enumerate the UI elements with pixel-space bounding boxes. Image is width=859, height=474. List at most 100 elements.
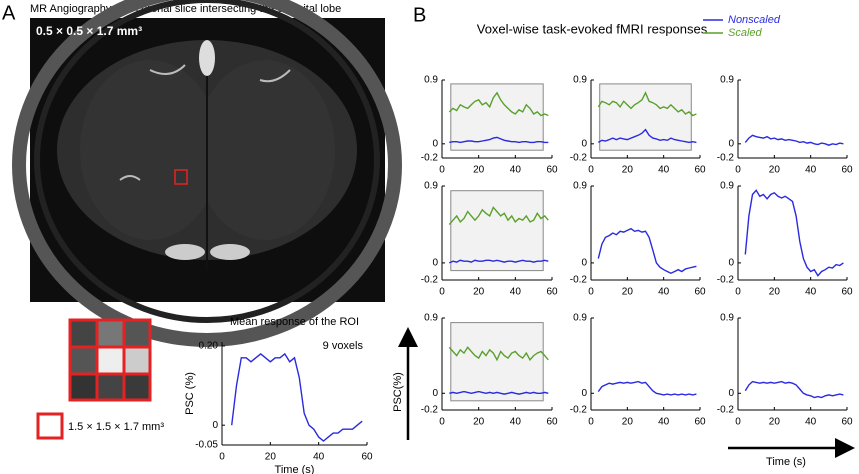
x-tick-label: 40: [658, 417, 670, 428]
x-tick-label: 0: [439, 287, 445, 298]
x-tick-label: 40: [313, 452, 325, 463]
x-tick-label: 0: [588, 417, 594, 428]
y-tick-label: -0.2: [570, 153, 588, 164]
x-tick-label: 0: [735, 417, 741, 428]
x-axis-label: Time (s): [766, 456, 806, 468]
x-tick-label: 60: [694, 165, 706, 176]
y-tick-label: 0: [432, 258, 438, 269]
x-tick-label: 60: [841, 287, 853, 298]
x-tick-label: 40: [658, 165, 670, 176]
x-tick-label: 40: [805, 287, 817, 298]
x-tick-label: 20: [473, 287, 485, 298]
y-tick-label: -0.2: [717, 153, 735, 164]
y-tick-label: 0.9: [573, 75, 587, 86]
y-tick-label: 0: [728, 388, 734, 399]
x-axis-label: Time (s): [275, 464, 315, 474]
data-line: [448, 91, 549, 117]
x-tick-label: 0: [735, 287, 741, 298]
y-tick-label: 0: [432, 388, 438, 399]
x-tick-label: 20: [622, 287, 634, 298]
data-line: [449, 136, 549, 144]
data-line: [744, 380, 844, 399]
roi-resolution-label: 1.5 × 1.5 × 1.7 mm³: [68, 421, 164, 433]
y-axis-label: PSC (%): [184, 372, 196, 415]
y-tick-label: 0: [581, 138, 587, 149]
scaled-region: [450, 322, 544, 402]
y-tick-label: 0.9: [720, 75, 734, 86]
panel-label: A: [2, 2, 16, 24]
y-tick-label: 0.9: [573, 181, 587, 192]
y-tick-label: -0.2: [570, 405, 588, 416]
x-tick-label: 20: [769, 417, 781, 428]
panel-title: Voxel-wise task-evoked fMRI responses: [477, 21, 708, 36]
x-tick-label: 20: [769, 287, 781, 298]
y-tick-label: -0.2: [717, 275, 735, 286]
y-tick-label: 0: [212, 420, 218, 431]
y-tick-label: 0.9: [720, 313, 734, 324]
scaled-region: [450, 83, 544, 151]
annotation: 9 voxels: [323, 340, 364, 352]
y-tick-label: 0: [728, 138, 734, 149]
data-line: [744, 134, 844, 146]
y-tick-label: 0: [432, 138, 438, 149]
data-line: [448, 206, 549, 225]
data-line: [449, 390, 549, 395]
x-tick-label: 60: [694, 417, 706, 428]
x-tick-label: 60: [546, 417, 558, 428]
x-tick-label: 40: [805, 417, 817, 428]
x-tick-label: 0: [588, 287, 594, 298]
chart-title: Mean response of the ROI: [230, 316, 359, 328]
x-tick-label: 0: [588, 165, 594, 176]
y-tick-label: 0.9: [424, 75, 438, 86]
x-tick-label: 0: [439, 165, 445, 176]
y-tick-label: -0.2: [717, 405, 735, 416]
x-tick-label: 40: [510, 417, 522, 428]
data-line: [597, 380, 697, 396]
x-tick-label: 20: [473, 165, 485, 176]
x-tick-label: 20: [265, 452, 277, 463]
mri-image: [12, 0, 402, 347]
resolution-label: 0.5 × 0.5 × 1.7 mm³: [36, 24, 142, 38]
y-tick-label: -0.2: [421, 153, 439, 164]
legend-label: Scaled: [728, 27, 763, 39]
y-tick-label: 0: [581, 258, 587, 269]
y-tick-label: -0.2: [421, 405, 439, 416]
y-tick-label: 0.9: [424, 181, 438, 192]
x-tick-label: 40: [510, 287, 522, 298]
legend-label: Nonscaled: [728, 14, 781, 26]
x-tick-label: 40: [510, 165, 522, 176]
data-line: [449, 259, 549, 264]
y-tick-label: 0.9: [424, 313, 438, 324]
y-axis-label: PSC(%): [392, 372, 404, 412]
x-tick-label: 0: [735, 165, 741, 176]
y-tick-label: -0.2: [570, 275, 588, 286]
y-tick-label: 0.9: [573, 313, 587, 324]
x-tick-label: 60: [546, 287, 558, 298]
y-tick-label: 0.20: [199, 341, 219, 352]
y-tick-label: -0.2: [421, 275, 439, 286]
data-line: [231, 352, 363, 442]
y-tick-label: 0: [728, 258, 734, 269]
x-tick-label: 60: [694, 287, 706, 298]
data-line: [744, 189, 844, 277]
data-line: [597, 227, 697, 274]
roi-voxels: [36, 318, 152, 440]
x-tick-label: 0: [439, 417, 445, 428]
x-tick-label: 60: [841, 417, 853, 428]
x-tick-label: 0: [219, 452, 225, 463]
y-tick-label: -0.05: [195, 440, 218, 451]
x-tick-label: 60: [361, 452, 373, 463]
x-tick-label: 20: [769, 165, 781, 176]
x-tick-label: 20: [622, 417, 634, 428]
x-tick-label: 20: [622, 165, 634, 176]
x-tick-label: 20: [473, 417, 485, 428]
y-tick-label: 0: [581, 388, 587, 399]
scaled-region: [450, 190, 544, 272]
data-line: [597, 91, 697, 117]
x-tick-label: 40: [805, 165, 817, 176]
x-tick-label: 60: [546, 165, 558, 176]
data-line: [597, 128, 697, 144]
data-line: [448, 346, 549, 362]
x-tick-label: 60: [841, 165, 853, 176]
